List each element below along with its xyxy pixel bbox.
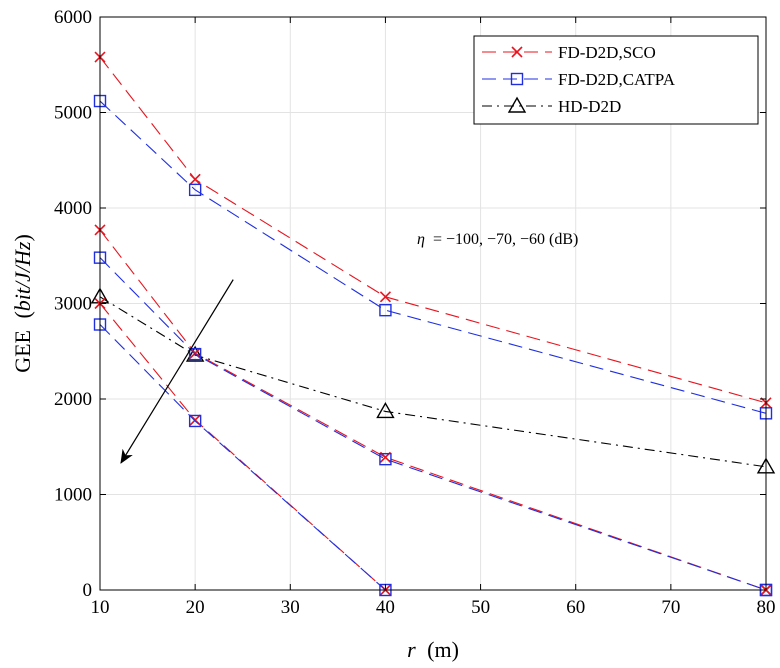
eta-annotation: η = −100, −70, −60 (dB): [121, 231, 578, 463]
x-tick-label: 70: [661, 597, 680, 618]
annotation-arrow: [121, 280, 233, 463]
x-tick-label: 40: [376, 597, 395, 618]
x-tick-label: 50: [471, 597, 490, 618]
legend-label: FD-D2D,SCO: [558, 43, 656, 62]
x-tick-label: 10: [91, 597, 110, 618]
y-axis-unit: bit/J/Hz: [10, 241, 35, 311]
y-axis-prefix: GEE: [10, 330, 35, 373]
series-line: [100, 304, 766, 591]
x-tick-label: 20: [186, 597, 205, 618]
x-tick-label: 30: [281, 597, 300, 618]
series-layer: [92, 52, 774, 595]
legend-label: FD-D2D,CATPA: [558, 70, 676, 89]
series-line: [100, 101, 766, 413]
x-axis-label: r (m): [407, 637, 459, 662]
annotation-var: η: [417, 231, 425, 248]
series-line: [100, 230, 766, 590]
y-tick-label: 0: [83, 580, 93, 601]
legend: FD-D2D,SCO FD-D2D,CATPA HD-D2D: [474, 36, 758, 124]
y-tick-label: 2000: [54, 389, 92, 410]
series-line: [100, 325, 766, 590]
y-tick-label: 5000: [54, 103, 92, 124]
y-tick-label: 6000: [54, 7, 92, 28]
x-tick-label: 60: [566, 597, 585, 618]
y-tick-label: 3000: [54, 294, 92, 315]
x-tick-label: 80: [757, 597, 776, 618]
series-line: [100, 297, 766, 467]
legend-label: HD-D2D: [558, 97, 621, 116]
y-tick-label: 4000: [54, 198, 92, 219]
x-axis-unit: (m): [427, 637, 459, 662]
x-axis-var: r: [407, 637, 416, 662]
y-tick-label: 1000: [54, 485, 92, 506]
y-axis-label: GEE (bit/J/Hz): [10, 234, 35, 373]
annotation-text: η = −100, −70, −60 (dB): [417, 231, 578, 248]
annotation-values: = −100, −70, −60 (dB): [433, 231, 578, 248]
